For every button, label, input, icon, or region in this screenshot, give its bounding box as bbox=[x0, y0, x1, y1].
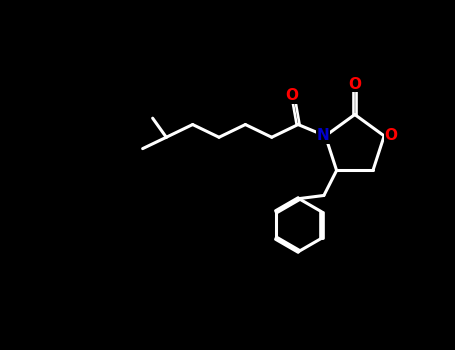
Text: O: O bbox=[384, 128, 398, 143]
Text: O: O bbox=[348, 77, 361, 92]
Text: O: O bbox=[286, 88, 298, 103]
Text: N: N bbox=[317, 128, 329, 143]
